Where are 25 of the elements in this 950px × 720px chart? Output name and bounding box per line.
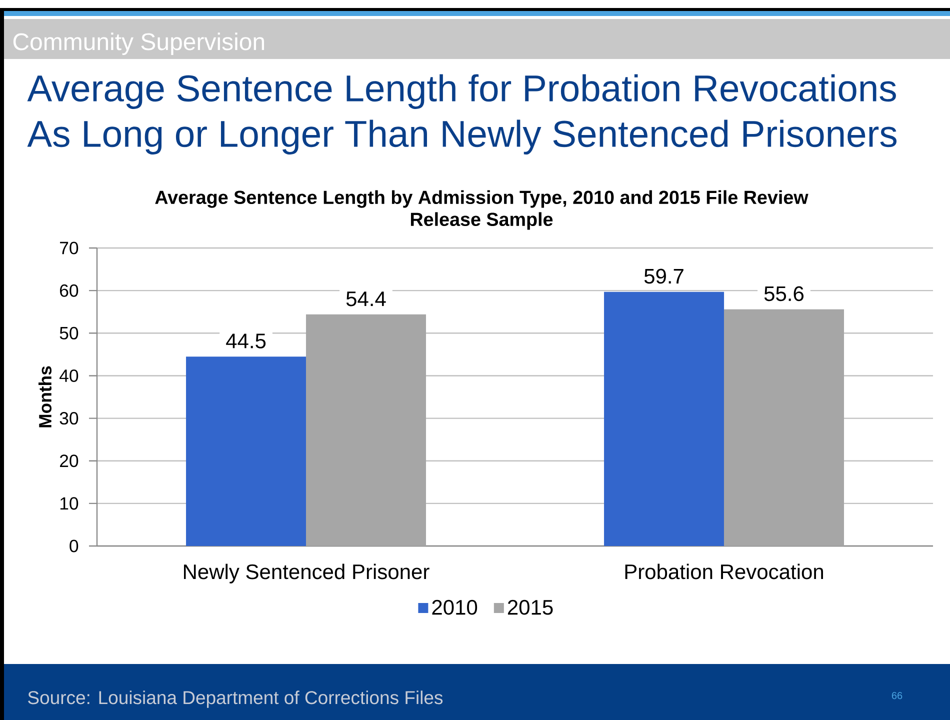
data-label: 55.6	[764, 286, 804, 302]
legend-label: 2010	[432, 600, 478, 615]
y-tick-label: 0	[70, 540, 78, 552]
y-tick-label: 40	[60, 369, 78, 382]
y-tick-label: 30	[60, 412, 78, 425]
source-note: Source: Louisiana Department of Corrections Files	[28, 690, 443, 708]
chart-subtitle: Average Sentence Length by Admission Type, 2010 and 2015 File Review Release Sample	[155, 190, 808, 230]
bar	[724, 309, 844, 546]
y-tick-label: 20	[60, 454, 78, 468]
y-tick-label: 10	[60, 497, 78, 510]
bar	[186, 356, 306, 546]
y-tick-label: 60	[60, 284, 78, 297]
y-axis-title: Months	[38, 366, 52, 428]
data-label: 54.4	[346, 292, 386, 306]
text: 66	[892, 692, 902, 700]
y-tick-label: 70	[60, 242, 78, 254]
x-tick-label: Probation Revocation	[625, 564, 823, 580]
x-tick-label: Newly Sentenced Prisoner	[184, 564, 430, 584]
y-tick-label: 50	[60, 326, 78, 340]
bar	[306, 314, 426, 546]
legend-label: 2015	[508, 600, 553, 615]
data-label: 44.5	[226, 334, 266, 348]
chart-title: Average Sentence Length for Probation Revocations As Long or Longer Than Newly Sentenced Prisoners	[27, 74, 897, 154]
data-label: 59.7	[644, 268, 684, 284]
bar	[604, 292, 724, 546]
